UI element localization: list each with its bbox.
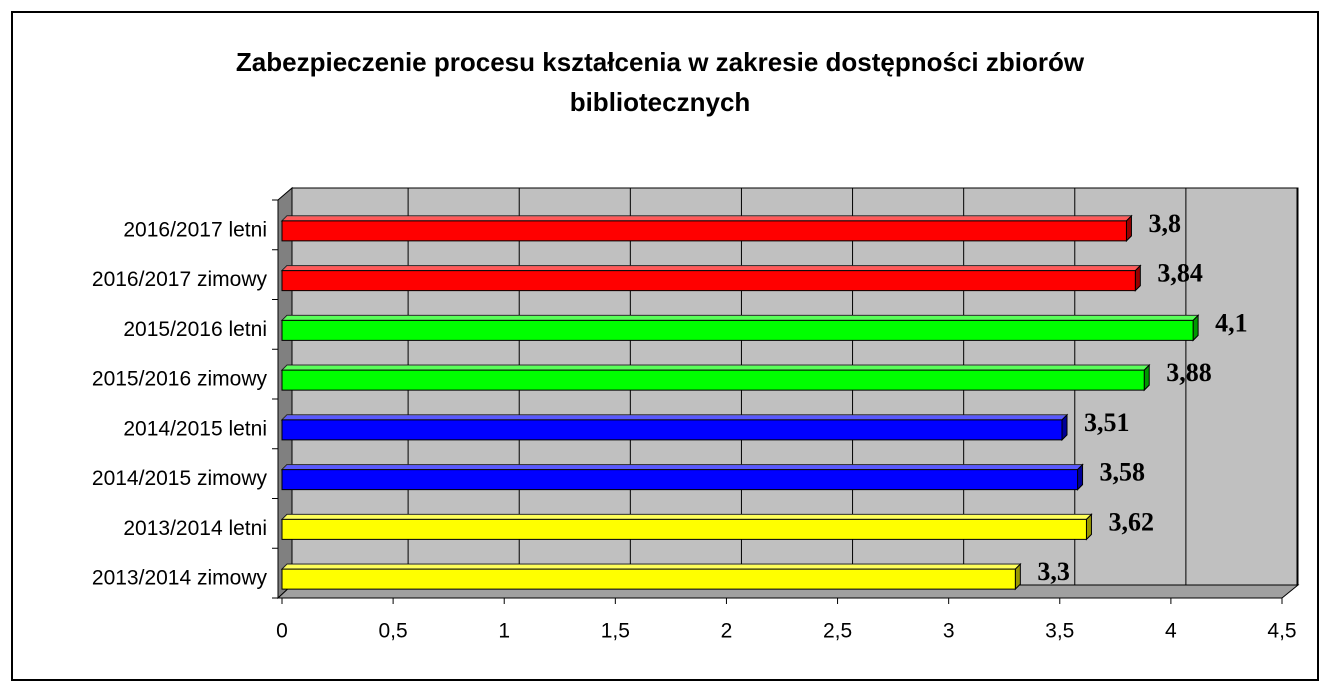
bar-top: [282, 464, 1083, 470]
bar: [281, 518, 1087, 540]
x-tick-label: 0,5: [379, 620, 408, 643]
bar-top: [282, 215, 1132, 221]
bar-end: [1135, 265, 1141, 291]
bar-top: [282, 315, 1199, 321]
bar: [281, 419, 1063, 441]
x-tick-label: 3,5: [1045, 620, 1074, 643]
y-tick-label: 2013/2014 letni: [123, 517, 267, 540]
x-tick-label: 1: [498, 620, 510, 643]
chart-title: Zabezpieczenie procesu kształcenia w zak…: [235, 47, 1085, 117]
value-label: 3,62: [1108, 507, 1154, 536]
x-tick-label: 1,5: [601, 620, 630, 643]
bar-top: [282, 514, 1092, 520]
value-label: 3,3: [1037, 557, 1070, 586]
y-tick-label: 2016/2017 letni: [123, 218, 267, 241]
y-tick-label: 2014/2015 letni: [123, 417, 267, 440]
value-label: 3,58: [1100, 458, 1146, 487]
y-tick-label: 2014/2015 zimowy: [92, 467, 268, 490]
bar: [281, 568, 1016, 590]
y-tick-label: 2015/2016 zimowy: [92, 368, 268, 391]
bar-end: [1077, 464, 1083, 490]
bar: [281, 319, 1194, 341]
y-tick-label: 2013/2014 zimowy: [92, 567, 268, 590]
value-label: 3,8: [1148, 209, 1181, 238]
bar-top: [282, 265, 1141, 271]
bar: [281, 270, 1136, 292]
bar-end: [1015, 564, 1021, 590]
bar-end: [1144, 365, 1150, 391]
bar: [281, 220, 1127, 242]
x-tick-label: 4: [1165, 620, 1177, 643]
bar: [281, 369, 1145, 391]
bar-end: [1062, 414, 1067, 440]
bar-top: [282, 365, 1150, 371]
x-tick-label: 3: [943, 620, 955, 643]
bar-end: [1086, 514, 1092, 540]
value-label: 3,84: [1157, 259, 1203, 288]
bar-end: [1126, 215, 1132, 241]
chart-border: [11, 11, 1319, 681]
bar-top: [282, 414, 1067, 420]
bar-top: [282, 564, 1021, 570]
x-tick-label: 0: [276, 620, 288, 643]
x-tick-label: 2: [721, 620, 733, 643]
bar-end: [1193, 315, 1199, 341]
value-label: 3,51: [1084, 408, 1130, 437]
bar: [281, 469, 1079, 491]
x-tick-label: 4,5: [1267, 620, 1296, 643]
y-tick-label: 2015/2016 letni: [123, 318, 267, 341]
y-tick-label: 2016/2017 zimowy: [92, 268, 268, 291]
value-label: 4,1: [1215, 308, 1248, 337]
value-label: 3,88: [1166, 358, 1212, 387]
x-tick-label: 2,5: [823, 620, 852, 643]
